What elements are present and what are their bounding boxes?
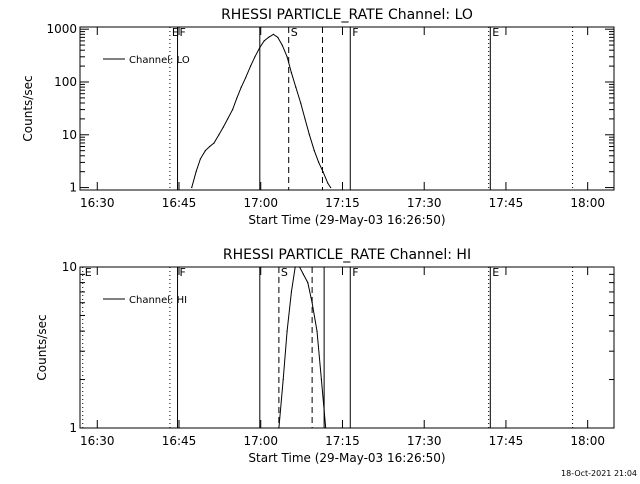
data-point xyxy=(313,150,315,152)
data-point xyxy=(281,44,283,46)
data-point xyxy=(302,273,305,275)
event-marker-label: F xyxy=(352,266,358,279)
y-tick-label: 1000 xyxy=(46,22,77,36)
x-tick-label: 17:45 xyxy=(489,196,524,210)
footer-timestamp: 18-Oct-2021 21:04 xyxy=(561,469,637,478)
data-point xyxy=(204,150,206,152)
event-marker-label: S xyxy=(281,266,288,279)
data-point xyxy=(259,46,261,49)
event-marker-label: E xyxy=(85,266,92,279)
event-marker-label: E xyxy=(492,26,499,39)
chart-title: RHESSI PARTICLE_RATE Channel: HI xyxy=(223,247,471,263)
data-point xyxy=(307,282,309,284)
chart-title: RHESSI PARTICLE_RATE Channel: LO xyxy=(221,7,473,23)
data-point xyxy=(330,186,332,189)
x-tick-label: 17:45 xyxy=(489,434,524,448)
event-marker-label: E xyxy=(492,266,499,279)
data-point xyxy=(191,186,193,189)
data-point xyxy=(245,77,247,79)
y-tick-label: 1 xyxy=(69,421,77,435)
legend-label: Channel: LO xyxy=(129,55,190,66)
y-tick-label: 1 xyxy=(69,181,77,195)
event-marker-label: F xyxy=(180,266,186,279)
data-point xyxy=(236,97,238,99)
data-point xyxy=(272,33,275,35)
plot-frame xyxy=(79,26,615,191)
x-tick-label: 16:45 xyxy=(162,434,197,448)
data-point xyxy=(249,65,252,67)
event-marker-label: F xyxy=(352,26,358,39)
series-line xyxy=(278,266,327,429)
x-tick-label: 17:30 xyxy=(407,434,442,448)
data-point xyxy=(254,56,256,58)
y-axis-label: Counts/sec xyxy=(35,314,49,380)
data-point xyxy=(277,36,279,38)
data-point xyxy=(199,158,202,160)
data-point xyxy=(322,171,324,173)
data-point xyxy=(290,72,293,74)
data-point xyxy=(327,182,329,185)
data-point xyxy=(304,118,306,120)
y-tick-label: 10 xyxy=(62,260,77,274)
x-tick-label: 16:30 xyxy=(80,434,115,448)
y-tick-label: 100 xyxy=(54,75,77,89)
data-point xyxy=(240,86,242,88)
x-tick-label: 17:30 xyxy=(407,196,442,210)
data-point xyxy=(311,302,313,304)
data-point xyxy=(318,161,320,163)
data-point xyxy=(227,118,229,120)
data-point xyxy=(267,36,270,38)
data-point xyxy=(300,102,302,104)
data-point xyxy=(231,108,234,111)
data-point xyxy=(263,40,265,42)
event-marker-label: E xyxy=(172,26,179,39)
x-tick-label: 16:45 xyxy=(162,196,197,210)
legend-label: Channel: HI xyxy=(129,295,187,306)
y-tick-label: 10 xyxy=(62,128,77,142)
series-line xyxy=(191,33,332,188)
data-point xyxy=(218,134,220,136)
x-tick-label: 18:00 xyxy=(570,434,605,448)
x-tick-label: 16:30 xyxy=(80,196,115,210)
plot-frame xyxy=(79,266,615,429)
x-tick-label: 18:00 xyxy=(570,196,605,210)
x-tick-label: 17:15 xyxy=(325,196,360,210)
data-point xyxy=(295,86,297,88)
event-marker-label: S xyxy=(291,26,298,39)
data-point xyxy=(222,126,224,128)
x-tick-label: 17:00 xyxy=(243,196,278,210)
data-point xyxy=(290,291,293,293)
event-marker-label: F xyxy=(180,26,186,39)
x-tick-label: 17:15 xyxy=(325,434,360,448)
data-point xyxy=(320,378,322,381)
x-axis-label: Start Time (29-May-03 16:26:50) xyxy=(248,213,445,227)
data-point xyxy=(286,56,288,58)
data-point xyxy=(282,378,284,381)
data-point xyxy=(209,145,211,148)
y-axis-label: Counts/sec xyxy=(21,75,35,141)
data-point xyxy=(286,330,288,332)
data-point xyxy=(308,134,311,136)
x-axis-label: Start Time (29-May-03 16:26:50) xyxy=(248,451,445,465)
x-tick-label: 17:00 xyxy=(243,434,278,448)
data-point xyxy=(195,171,197,173)
data-point xyxy=(213,142,215,144)
data-point xyxy=(316,330,318,332)
